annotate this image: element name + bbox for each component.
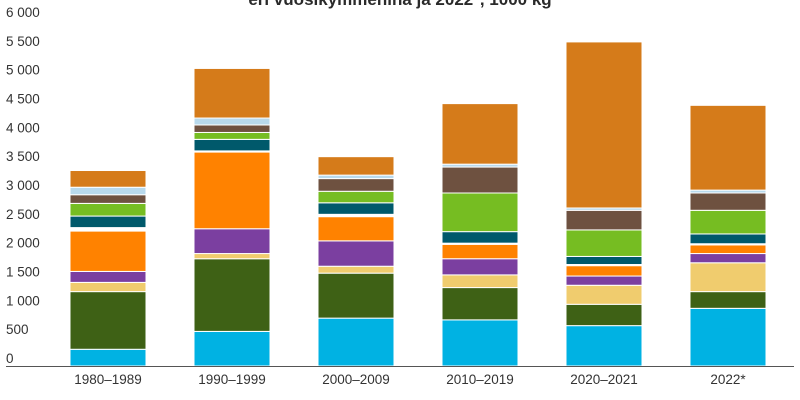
bar-segment-2-10 (317, 156, 395, 176)
bar-segment-0-1 (69, 291, 147, 350)
bar-segment-2-4 (317, 216, 395, 242)
bar-segment-4-0 (565, 325, 643, 367)
bar-segment-0-4 (69, 230, 147, 272)
bar-segment-5-3 (689, 253, 767, 264)
bar-segment-2-7 (317, 190, 395, 204)
bar-segment-3-0 (441, 319, 519, 367)
y-tick-label: 3 500 (6, 149, 40, 164)
bars-group (69, 41, 767, 367)
bar-segment-3-10 (441, 103, 519, 165)
x-axis-tick-labels: 1980–1989 1990–1999 2000–2009 2010–2019 2020… (74, 372, 746, 387)
y-tick-label: 0 (6, 351, 14, 366)
bar-segment-4-2 (565, 284, 643, 305)
bar-segment-3-2 (441, 274, 519, 289)
bar-segment-5-10 (689, 104, 767, 191)
bar-segment-0-6 (69, 215, 147, 229)
bar-segment-5-7 (689, 209, 767, 235)
bar-segment-3-3 (441, 258, 519, 276)
bar-segment-1-3 (193, 228, 271, 255)
bar-segment-2-8 (317, 178, 395, 192)
y-tick-label: 1 500 (6, 265, 40, 280)
x-tick-label: 2022* (710, 372, 746, 387)
x-tick-label: 2000–2009 (322, 372, 390, 387)
x-tick-label: 1980–1989 (74, 372, 142, 387)
bar-segment-4-4 (565, 265, 643, 277)
bar-segment-1-6 (193, 138, 271, 152)
bar-segment-5-4 (689, 244, 767, 255)
bar-segment-0-3 (69, 270, 147, 283)
bar-segment-0-7 (69, 202, 147, 217)
x-tick-label: 2020–2021 (570, 372, 638, 387)
bar-segment-1-4 (193, 151, 271, 230)
y-tick-label: 2 500 (6, 207, 40, 222)
bar-segment-1-10 (193, 67, 271, 119)
bar-segment-3-4 (441, 243, 519, 260)
bar-segment-4-1 (565, 303, 643, 327)
y-tick-label: 3 000 (6, 178, 40, 193)
y-axis-tick-labels: 0 500 1 000 1 500 2 000 2 500 3 000 3 500 4 000 4… (6, 5, 40, 366)
bar-segment-2-9 (317, 174, 395, 180)
bar-segment-1-7 (193, 131, 271, 140)
bar-segment-2-1 (317, 272, 395, 319)
bar-segment-5-2 (689, 262, 767, 293)
y-tick-label: 4 500 (6, 92, 40, 107)
x-tick-label: 2010–2019 (446, 372, 514, 387)
bar-segment-2-3 (317, 240, 395, 267)
bar-segment-2-2 (317, 265, 395, 274)
bar-segment-2-6 (317, 202, 395, 215)
bar-segment-1-2 (193, 253, 271, 260)
y-tick-label: 2 000 (6, 236, 40, 251)
bar-segment-1-0 (193, 330, 271, 367)
y-tick-label: 1 000 (6, 293, 40, 308)
bar-segment-4-7 (565, 229, 643, 257)
bar-segment-4-6 (565, 255, 643, 266)
bar-segment-1-9 (193, 117, 271, 126)
bar-segment-0-5 (69, 227, 147, 232)
bar-segment-4-3 (565, 275, 643, 286)
x-tick-label: 1990–1999 (198, 372, 266, 387)
bar-segment-4-10 (565, 41, 643, 209)
bar-segment-5-1 (689, 291, 767, 309)
bar-segment-2-0 (317, 317, 395, 367)
bar-segment-0-0 (69, 348, 147, 367)
bar-segment-0-2 (69, 281, 147, 293)
bar-segment-3-6 (441, 231, 519, 244)
bar-segment-3-1 (441, 287, 519, 321)
bar-segment-5-8 (689, 192, 767, 211)
y-tick-label: 5 500 (6, 34, 40, 49)
bar-segment-5-6 (689, 233, 767, 245)
y-tick-label: 4 000 (6, 120, 40, 135)
bar-segment-0-8 (69, 194, 147, 204)
bar-segment-1-1 (193, 258, 271, 332)
bar-segment-3-8 (441, 166, 519, 194)
bar-segment-1-8 (193, 124, 271, 133)
bar-segment-3-7 (441, 192, 519, 233)
y-tick-label: 500 (6, 322, 29, 337)
bar-segment-0-9 (69, 186, 147, 196)
y-tick-label: 5 000 (6, 63, 40, 78)
bar-segment-5-0 (689, 307, 767, 367)
y-tick-label: 6 000 (6, 5, 40, 20)
bar-segment-4-8 (565, 209, 643, 231)
bar-segment-0-10 (69, 170, 147, 188)
